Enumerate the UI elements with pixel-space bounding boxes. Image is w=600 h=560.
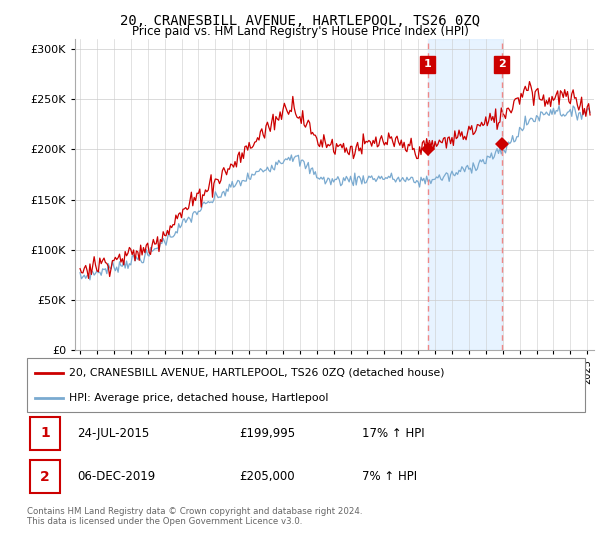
Text: 06-DEC-2019: 06-DEC-2019 xyxy=(77,470,155,483)
Text: Price paid vs. HM Land Registry's House Price Index (HPI): Price paid vs. HM Land Registry's House … xyxy=(131,25,469,38)
Text: £205,000: £205,000 xyxy=(239,470,295,483)
Bar xyxy=(428,39,502,350)
Text: 20, CRANESBILL AVENUE, HARTLEPOOL, TS26 0ZQ (detached house): 20, CRANESBILL AVENUE, HARTLEPOOL, TS26 … xyxy=(69,368,445,378)
FancyBboxPatch shape xyxy=(30,460,61,493)
FancyBboxPatch shape xyxy=(30,417,61,450)
FancyBboxPatch shape xyxy=(27,358,585,412)
Text: HPI: Average price, detached house, Hartlepool: HPI: Average price, detached house, Hart… xyxy=(69,393,328,403)
Text: 2: 2 xyxy=(40,470,50,484)
Text: 2: 2 xyxy=(497,59,505,69)
Text: 17% ↑ HPI: 17% ↑ HPI xyxy=(362,427,424,440)
Text: 7% ↑ HPI: 7% ↑ HPI xyxy=(362,470,417,483)
Text: 1: 1 xyxy=(424,59,431,69)
Text: 24-JUL-2015: 24-JUL-2015 xyxy=(77,427,149,440)
Text: Contains HM Land Registry data © Crown copyright and database right 2024.
This d: Contains HM Land Registry data © Crown c… xyxy=(27,507,362,526)
Text: 20, CRANESBILL AVENUE, HARTLEPOOL, TS26 0ZQ: 20, CRANESBILL AVENUE, HARTLEPOOL, TS26 … xyxy=(120,14,480,28)
Text: 1: 1 xyxy=(40,427,50,441)
Text: £199,995: £199,995 xyxy=(239,427,295,440)
